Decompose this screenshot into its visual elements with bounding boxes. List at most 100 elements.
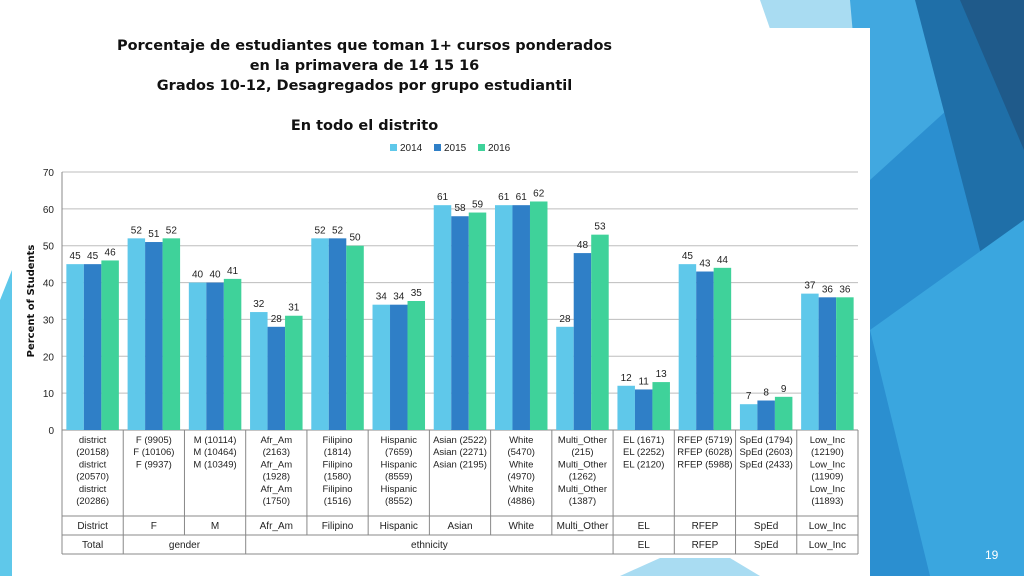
category-detail-label: M (10464) [193, 447, 236, 458]
category-detail-label: (1387) [569, 496, 596, 507]
data-label: 50 [349, 233, 361, 244]
data-label: 40 [210, 270, 222, 281]
category-detail-label: SpEd (2433) [739, 459, 792, 470]
y-tick-label: 10 [43, 389, 55, 400]
category-detail-label: (1750) [263, 496, 290, 507]
category-detail-label: Filipino [322, 435, 352, 446]
bar [696, 271, 714, 430]
category-detail-label: (8552) [385, 496, 412, 507]
bar [836, 297, 854, 430]
group-label: Total [82, 540, 103, 551]
y-axis-label: Percent of Students [26, 245, 37, 358]
blue-band-shape [0, 270, 12, 576]
category-detail-label: Low_Inc [810, 459, 846, 470]
bar [451, 216, 469, 430]
category-detail-label: (8559) [385, 472, 412, 483]
data-label: 52 [314, 225, 326, 236]
category-label: M [211, 521, 219, 532]
data-label: 52 [166, 225, 178, 236]
category-detail-label: (215) [571, 447, 593, 458]
y-tick-label: 0 [48, 426, 54, 437]
category-detail-label: Filipino [322, 459, 352, 470]
bar [512, 205, 530, 430]
bar [311, 238, 329, 430]
category-detail-label: RFEP (5988) [677, 459, 732, 470]
category-detail-label: (20286) [76, 496, 109, 507]
category-detail-label: (4886) [507, 496, 534, 507]
data-label: 48 [577, 240, 589, 251]
data-label: 59 [472, 200, 484, 211]
blue-band-shape [960, 0, 1024, 150]
data-label: 12 [621, 373, 633, 384]
bar [407, 301, 426, 430]
category-detail-label: Hispanic [381, 435, 418, 446]
bar [127, 238, 146, 430]
category-detail-label: district [79, 459, 107, 470]
data-label: 61 [498, 192, 510, 203]
category-detail-label: (1516) [324, 496, 351, 507]
data-label: 44 [717, 255, 729, 266]
group-label: SpEd [754, 540, 778, 551]
category-detail-label: (4970) [507, 472, 534, 483]
data-label: 28 [271, 314, 283, 325]
category-label: Multi_Other [557, 521, 609, 532]
bar [145, 242, 163, 430]
data-label: 8 [763, 388, 769, 399]
category-label: White [508, 521, 534, 532]
bar [757, 400, 775, 430]
category-label: Filipino [322, 521, 354, 532]
category-detail-label: SpEd (1794) [739, 435, 792, 446]
y-tick-label: 30 [43, 315, 55, 326]
category-detail-label: Multi_Other [558, 459, 607, 470]
bar [573, 253, 592, 430]
page-number: 19 [985, 548, 999, 562]
data-label: 32 [253, 299, 265, 310]
category-detail-label: district [79, 484, 107, 495]
category-label: Low_Inc [809, 521, 846, 532]
data-label: 35 [411, 288, 423, 299]
category-detail-label: Multi_Other [558, 484, 607, 495]
category-detail-label: SpEd (2603) [739, 447, 792, 458]
category-detail-label: (12190) [811, 447, 844, 458]
category-detail-label: Hispanic [381, 459, 418, 470]
data-label: 46 [105, 247, 117, 258]
bar [250, 312, 268, 430]
data-label: 61 [437, 192, 449, 203]
category-detail-label: (11909) [811, 472, 843, 483]
category-detail-label: EL (1671) [623, 435, 664, 446]
category-label: Asian [447, 521, 472, 532]
category-detail-label: Low_Inc [810, 435, 846, 446]
category-detail-label: RFEP (6028) [677, 447, 732, 458]
bar-chart: 0 10 20 30 40 50 60 70 Percent of Students 2014 20… [26, 143, 859, 555]
y-tick-label: 20 [43, 352, 55, 363]
blue-band-shape [870, 220, 1024, 576]
category-detail-label: Asian (2522) [433, 435, 487, 446]
category-detail-label: Afr_Am [260, 459, 292, 470]
data-label: 31 [288, 303, 300, 314]
bar [678, 264, 697, 430]
data-label: 43 [699, 259, 711, 270]
y-tick-label: 70 [43, 168, 55, 179]
category-label: Afr_Am [260, 521, 293, 532]
bar [818, 297, 837, 430]
legend-swatch [434, 144, 441, 151]
data-label: 11 [638, 376, 649, 387]
data-label: 45 [70, 251, 82, 262]
chart-panel: Porcentaje de estudiantes que toman 1+ c… [12, 28, 870, 558]
data-label: 36 [839, 284, 851, 295]
category-detail-label: (20158) [76, 447, 109, 458]
y-tick-label: 40 [43, 279, 55, 290]
data-label: 51 [148, 229, 160, 240]
chart-title-line-3: Grados 10-12, Desagregados por grupo est… [156, 78, 573, 94]
category-detail-label: F (9905) [136, 435, 172, 446]
category-label: RFEP [692, 521, 719, 532]
chart-title-line-1: Porcentaje de estudiantes que toman 1+ c… [116, 38, 613, 54]
group-label: gender [169, 540, 201, 551]
bar [267, 326, 286, 430]
y-tick-label: 50 [43, 242, 55, 253]
category-detail-label: (2163) [263, 447, 290, 458]
data-label: 61 [516, 192, 528, 203]
category-detail-label: Multi_Other [558, 435, 607, 446]
legend-entry: 2015 [444, 143, 467, 154]
data-label: 34 [393, 292, 405, 303]
